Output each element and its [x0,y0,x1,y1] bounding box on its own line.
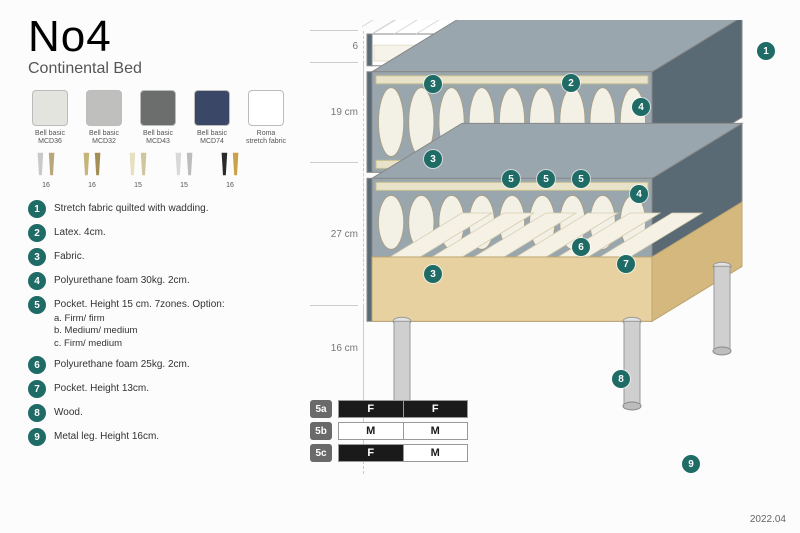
number-badge: 5 [28,296,46,314]
callout-badge: 1 [757,42,775,60]
callout-badge: 3 [424,150,442,168]
leg-options: 16 16 15 15 16 [28,150,248,189]
number-badge: 6 [28,356,46,374]
swatch: Bell basicMCD32 [82,90,126,145]
legend-item: 5 Pocket. Height 15 cm. 7zones. Option:a… [28,296,298,350]
callout-badge: 5 [572,170,590,188]
number-badge: 8 [28,404,46,422]
leg-option: 15 [120,150,156,189]
leg-option: 15 [166,150,202,189]
number-badge: 7 [28,380,46,398]
callout-badge: 2 [562,74,580,92]
number-badge: 4 [28,272,46,290]
firmness-row: 5c F M [310,444,468,462]
callout-badge: 9 [682,455,700,473]
callout-badge: 4 [630,185,648,203]
product-subtitle: Continental Bed [28,60,142,78]
layer-dimension: 16 cm [310,305,358,390]
legend-item: 1 Stretch fabric quilted with wadding. [28,200,298,218]
legend-item: 6 Polyurethane foam 25kg. 2cm. [28,356,298,374]
legend-item: 8 Wood. [28,404,298,422]
swatch: Bell basicMCD43 [136,90,180,145]
firmness-row: 5b M M [310,422,468,440]
swatch: Bell basicMCD74 [190,90,234,145]
callout-badge: 3 [424,265,442,283]
callout-badge: 7 [617,255,635,273]
swatch: Romastretch fabric [244,90,288,145]
callout-badge: 5 [537,170,555,188]
layer-dimension: 27 cm [310,162,358,305]
number-badge: 2 [28,224,46,242]
layer-dimension: 6 [310,30,358,62]
leg-option: 16 [212,150,248,189]
number-badge: 1 [28,200,46,218]
material-legend: 1 Stretch fabric quilted with wadding. 2 … [28,200,298,452]
leg-option: 16 [28,150,64,189]
layer-dimension: 19 cm [310,62,358,163]
legend-item: 2 Latex. 4cm. [28,224,298,242]
product-title: No4 [28,12,142,62]
number-badge: 3 [28,248,46,266]
revision-date: 2022.04 [750,514,786,525]
legend-item: 9 Metal leg. Height 16cm. [28,428,298,446]
callout-badge: 6 [572,238,590,256]
firmness-options: 5a F F 5b M M 5c F M [310,400,468,466]
leg-option: 16 [74,150,110,189]
fabric-swatches: Bell basicMCD36 Bell basicMCD32 Bell bas… [28,90,288,145]
callout-badge: 3 [424,75,442,93]
legend-item: 7 Pocket. Height 13cm. [28,380,298,398]
legend-item: 4 Polyurethane foam 30kg. 2cm. [28,272,298,290]
swatch: Bell basicMCD36 [28,90,72,145]
firmness-row: 5a F F [310,400,468,418]
legend-item: 3 Fabric. [28,248,298,266]
callout-badge: 8 [612,370,630,388]
callout-badge: 4 [632,98,650,116]
number-badge: 9 [28,428,46,446]
callout-badge: 5 [502,170,520,188]
